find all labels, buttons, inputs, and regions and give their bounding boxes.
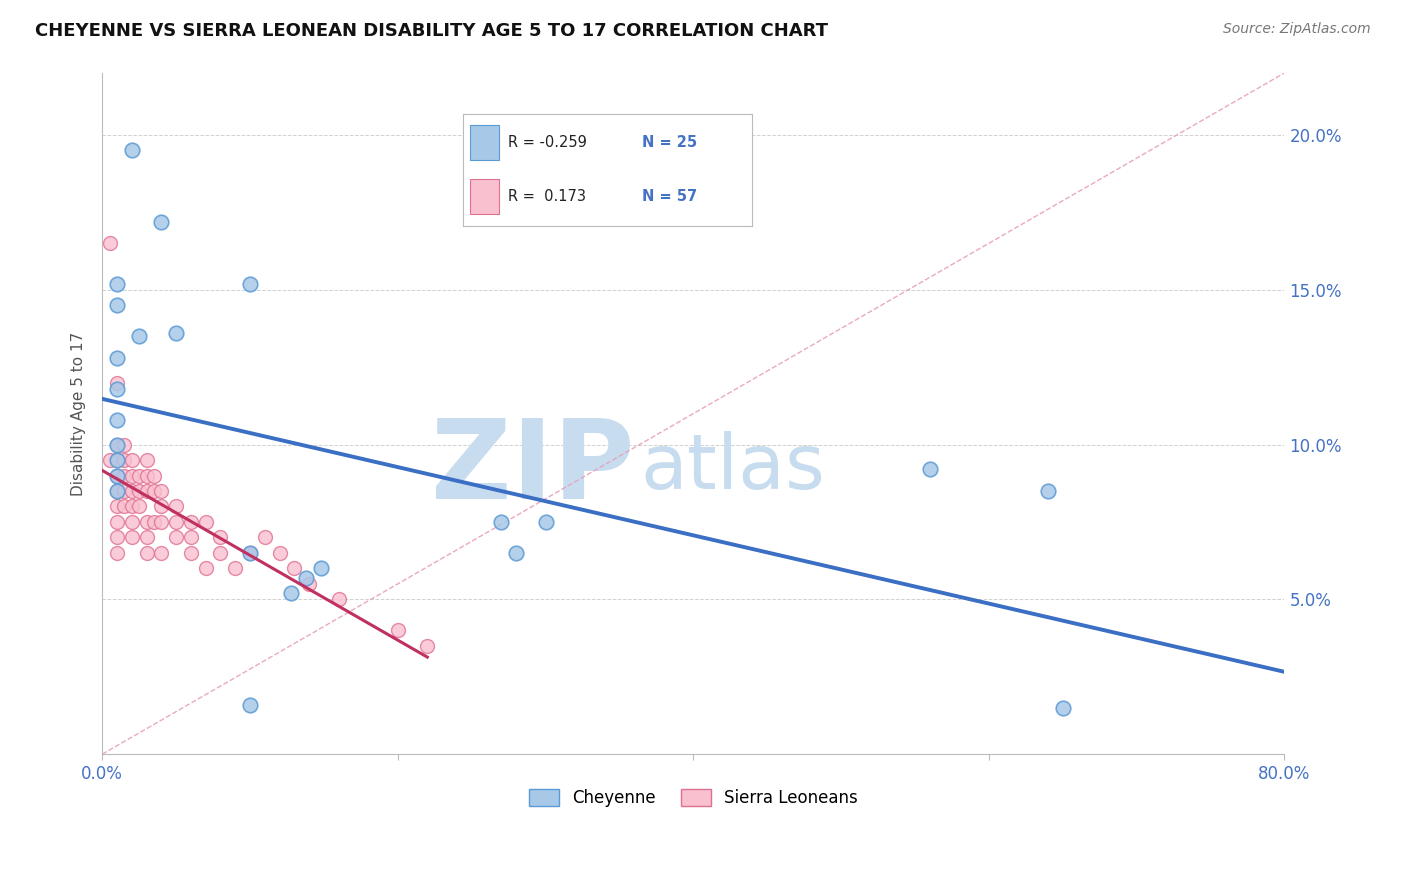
Point <box>121 468 143 483</box>
Point <box>150 515 173 529</box>
Point <box>105 515 128 529</box>
Point <box>165 531 187 545</box>
Point <box>105 500 128 514</box>
Point <box>121 144 143 158</box>
Point <box>121 453 143 467</box>
Point <box>105 483 128 498</box>
Point <box>505 546 527 560</box>
Point <box>209 546 232 560</box>
Point <box>239 698 262 712</box>
Point <box>135 468 157 483</box>
Point <box>128 468 150 483</box>
Point <box>105 483 128 498</box>
Point <box>98 453 121 467</box>
Point <box>180 515 202 529</box>
Point <box>105 453 128 467</box>
Point <box>98 236 121 251</box>
Point <box>489 515 512 529</box>
Point <box>534 515 557 529</box>
Point <box>135 453 157 467</box>
Point <box>269 546 291 560</box>
Point <box>295 571 318 585</box>
Point <box>309 561 332 575</box>
Point <box>105 277 128 291</box>
Point <box>224 561 246 575</box>
Point <box>121 515 143 529</box>
Y-axis label: Disability Age 5 to 17: Disability Age 5 to 17 <box>72 332 86 496</box>
Point <box>253 531 276 545</box>
Point <box>135 546 157 560</box>
Point <box>121 500 143 514</box>
Point <box>135 515 157 529</box>
Point <box>105 468 128 483</box>
Point <box>416 639 439 653</box>
Point <box>105 298 128 312</box>
Point <box>128 329 150 343</box>
Point <box>105 546 128 560</box>
Point <box>1052 700 1074 714</box>
Point <box>180 531 202 545</box>
Point <box>150 500 173 514</box>
Point <box>328 592 350 607</box>
Point <box>135 531 157 545</box>
Point <box>112 468 135 483</box>
Point <box>105 468 128 483</box>
Point <box>209 531 232 545</box>
Point <box>105 382 128 396</box>
Point <box>142 483 165 498</box>
Point <box>105 437 128 451</box>
Point <box>1036 483 1059 498</box>
Legend: Cheyenne, Sierra Leoneans: Cheyenne, Sierra Leoneans <box>522 782 865 814</box>
Point <box>112 437 135 451</box>
Point <box>239 546 262 560</box>
Point <box>105 376 128 390</box>
Point <box>150 214 173 228</box>
Point <box>128 483 150 498</box>
Point <box>165 515 187 529</box>
Point <box>180 546 202 560</box>
Point <box>239 546 262 560</box>
Point <box>112 483 135 498</box>
Text: ZIP: ZIP <box>430 415 634 522</box>
Point <box>105 351 128 365</box>
Point <box>280 586 302 600</box>
Point <box>142 515 165 529</box>
Text: CHEYENNE VS SIERRA LEONEAN DISABILITY AGE 5 TO 17 CORRELATION CHART: CHEYENNE VS SIERRA LEONEAN DISABILITY AG… <box>35 22 828 40</box>
Point <box>105 437 128 451</box>
Point <box>121 531 143 545</box>
Point <box>121 483 143 498</box>
Point <box>150 546 173 560</box>
Point <box>194 561 217 575</box>
Point <box>918 462 941 476</box>
Point <box>298 577 321 591</box>
Point <box>135 483 157 498</box>
Point <box>239 277 262 291</box>
Point <box>387 624 409 638</box>
Text: atlas: atlas <box>640 431 825 505</box>
Point <box>150 483 173 498</box>
Point <box>105 453 128 467</box>
Point <box>112 453 135 467</box>
Point <box>194 515 217 529</box>
Point <box>112 500 135 514</box>
Point <box>105 531 128 545</box>
Point <box>105 413 128 427</box>
Point <box>128 500 150 514</box>
Point <box>165 500 187 514</box>
Point <box>283 561 305 575</box>
Text: Source: ZipAtlas.com: Source: ZipAtlas.com <box>1223 22 1371 37</box>
Point <box>165 326 187 340</box>
Point <box>142 468 165 483</box>
